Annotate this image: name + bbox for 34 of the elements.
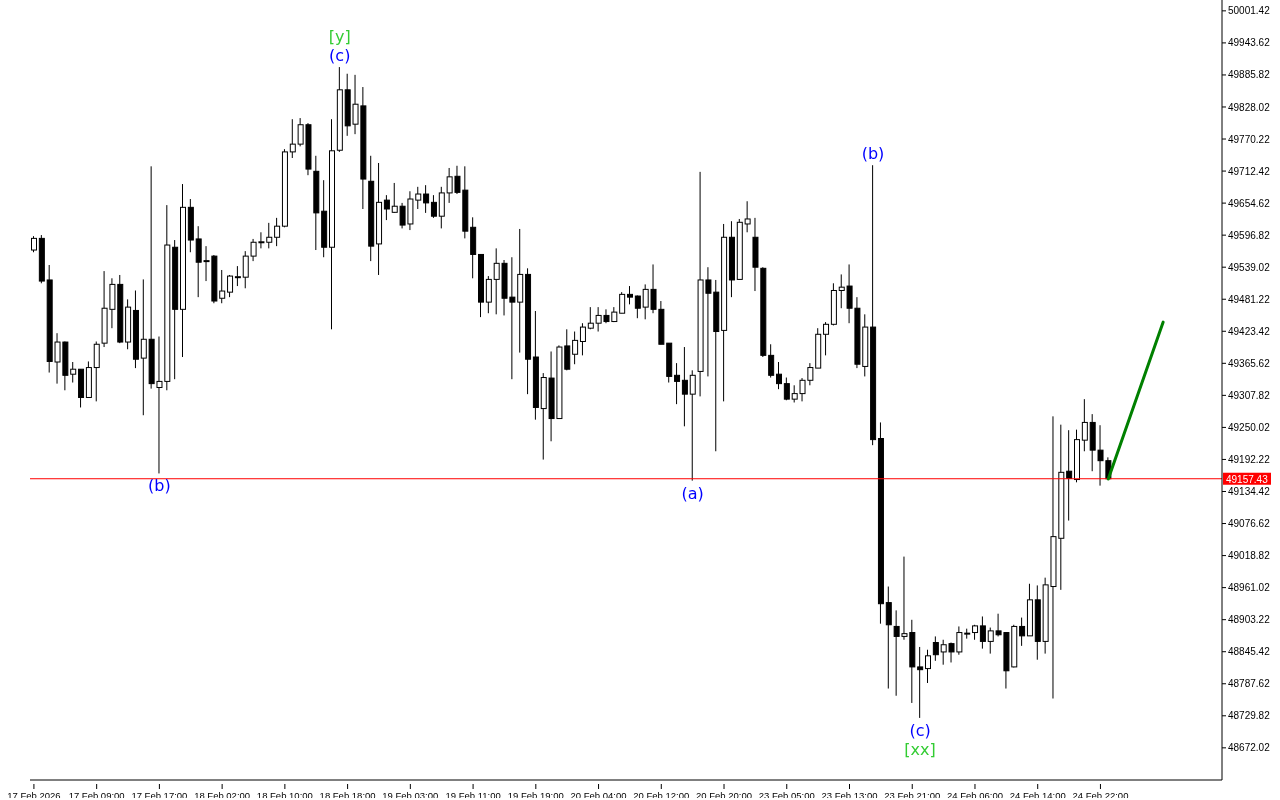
y-tick-label: 48845.42 bbox=[1228, 646, 1271, 658]
y-tick-label: 49770.22 bbox=[1228, 133, 1271, 145]
y-tick-label: 49134.42 bbox=[1228, 486, 1271, 498]
annotation: (b) bbox=[861, 144, 885, 164]
y-tick-label: 49250.02 bbox=[1228, 421, 1271, 433]
annotation: [y] bbox=[328, 27, 351, 47]
y-tick-label: 49018.82 bbox=[1228, 550, 1271, 562]
annotation: (b) bbox=[148, 476, 171, 496]
annotation: (c) bbox=[909, 720, 931, 740]
y-tick-label: 50001.42 bbox=[1228, 5, 1271, 17]
y-tick-label: 49828.02 bbox=[1228, 101, 1271, 113]
ref-line-label: 49157.43 bbox=[1226, 473, 1269, 485]
y-tick-label: 48787.62 bbox=[1228, 678, 1271, 690]
y-tick-label: 49192.22 bbox=[1228, 454, 1271, 465]
annotation: (a) bbox=[681, 483, 704, 503]
y-tick-label: 49307.82 bbox=[1228, 389, 1271, 401]
annotation: (c) bbox=[329, 46, 351, 66]
candlestick bbox=[917, 646, 924, 718]
y-tick-label: 49076.62 bbox=[1228, 518, 1271, 530]
y-tick-label: 48729.82 bbox=[1228, 710, 1271, 722]
y-tick-label: 49712.42 bbox=[1228, 165, 1271, 177]
y-tick-label: 49365.62 bbox=[1228, 357, 1271, 369]
annotation: [xx] bbox=[904, 739, 936, 759]
y-tick-label: 49654.62 bbox=[1228, 197, 1271, 209]
y-tick-label: 49481.22 bbox=[1228, 293, 1271, 305]
y-tick-label: 48961.02 bbox=[1228, 582, 1271, 594]
candlestick bbox=[234, 266, 241, 287]
y-tick-label: 49885.82 bbox=[1228, 69, 1271, 81]
y-tick-label: 49539.02 bbox=[1228, 261, 1271, 273]
y-tick-label: 49943.62 bbox=[1228, 37, 1271, 49]
y-tick-label: 48903.22 bbox=[1228, 614, 1271, 626]
y-tick-label: 49423.42 bbox=[1228, 325, 1271, 337]
y-tick-label: 48672.02 bbox=[1228, 742, 1271, 754]
y-tick-label: 49596.82 bbox=[1228, 229, 1271, 241]
